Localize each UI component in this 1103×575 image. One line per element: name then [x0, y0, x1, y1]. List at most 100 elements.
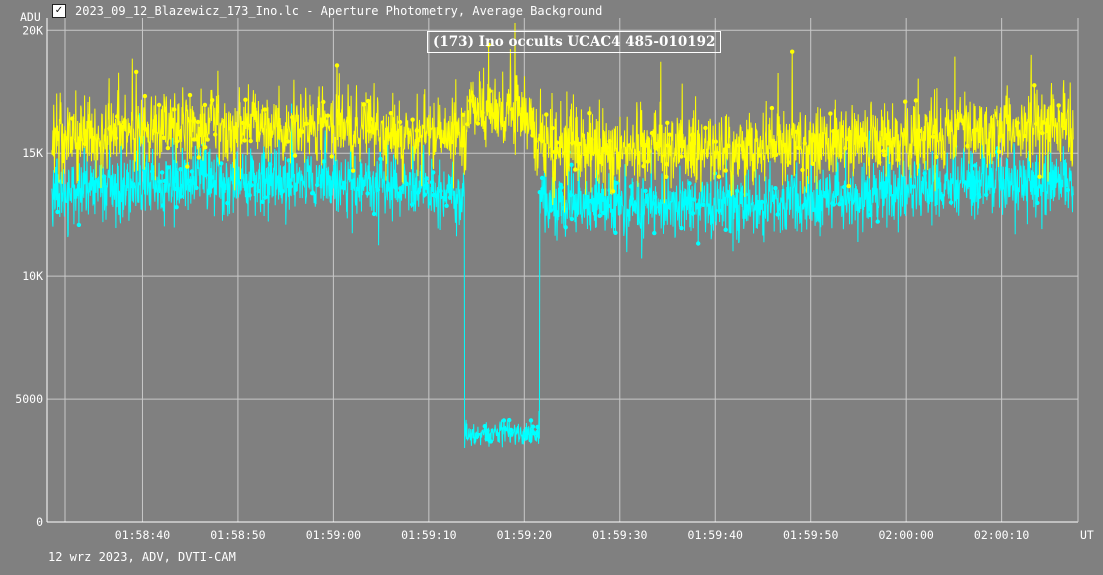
series-point: [150, 169, 155, 174]
series-point: [1032, 83, 1037, 88]
series-point: [782, 142, 787, 148]
series-point: [629, 196, 634, 201]
series-point: [589, 137, 594, 142]
series-point: [725, 193, 730, 198]
series-point: [484, 436, 489, 442]
series-point: [361, 102, 366, 107]
series-point: [192, 137, 197, 142]
series-point: [665, 205, 670, 210]
series-point: [262, 107, 267, 112]
series-point: [972, 163, 978, 168]
series-point: [156, 102, 162, 108]
series-point: [773, 186, 778, 191]
series-point: [650, 201, 655, 206]
series-point: [74, 189, 79, 194]
series-point: [903, 99, 908, 104]
series-point: [548, 208, 554, 213]
tick-labels: 01:58:40 01:58:50 01:59:00 01:59:10 01:59:20…: [15, 10, 1094, 542]
x-tick-label: 01:59:00: [306, 528, 361, 542]
series-point: [539, 175, 545, 181]
lightcurve-app-icon[interactable]: ✓: [52, 4, 66, 18]
series-point: [438, 188, 443, 194]
x-tick-label: 01:59:30: [592, 528, 647, 542]
y-tick-label: 0: [36, 515, 43, 529]
series-point: [263, 195, 268, 200]
series-point: [70, 116, 75, 121]
series-point: [607, 139, 612, 144]
series-point: [173, 186, 179, 192]
series-point: [174, 139, 180, 144]
series-point: [268, 162, 273, 167]
y-tick-label: 10K: [22, 269, 43, 283]
series-point: [664, 161, 669, 167]
series-point: [743, 192, 748, 197]
series-point: [996, 149, 1002, 154]
series-point: [325, 113, 331, 118]
series-point: [550, 125, 555, 131]
series-point: [529, 110, 534, 116]
series-point: [587, 111, 592, 116]
series-point: [974, 179, 980, 184]
series-point: [667, 132, 672, 137]
series-point: [507, 417, 512, 423]
series-point: [101, 174, 107, 179]
series-point: [172, 107, 177, 112]
series-point: [333, 181, 339, 186]
series-point: [539, 138, 545, 144]
series-point: [974, 127, 979, 133]
series-point: [689, 132, 694, 138]
series-point: [882, 152, 887, 158]
series-point: [665, 120, 670, 126]
series-point: [256, 131, 261, 136]
series-point: [831, 202, 836, 207]
series-point: [368, 116, 374, 122]
series-point: [687, 181, 692, 186]
series-point: [365, 191, 370, 196]
series-point: [559, 185, 564, 190]
series-point: [488, 439, 494, 444]
series-point: [142, 167, 147, 173]
series-point: [340, 185, 345, 190]
series-point: [262, 178, 267, 184]
x-tick-label: 01:58:40: [115, 528, 170, 542]
series-point: [375, 187, 381, 192]
series-point: [601, 210, 607, 216]
series-point: [696, 241, 701, 246]
series-point: [679, 154, 684, 159]
series-point: [292, 153, 298, 158]
series-point: [410, 202, 415, 207]
series-point: [616, 151, 621, 157]
series-point: [640, 212, 645, 217]
series-point: [647, 149, 652, 154]
footer-info: 12 wrz 2023, ADV, DVTI-CAM: [48, 550, 236, 564]
series-point: [544, 112, 549, 117]
series-point: [134, 69, 139, 75]
series-point: [122, 120, 127, 125]
series-point: [388, 187, 393, 192]
y-tick-label: 15K: [22, 146, 43, 160]
series-point: [794, 129, 799, 134]
series-point: [482, 424, 487, 429]
series-point: [716, 174, 722, 179]
series-point: [205, 137, 210, 142]
series-point: [649, 130, 655, 136]
series-point: [129, 183, 134, 189]
series-point: [535, 424, 540, 430]
series-point: [161, 135, 166, 140]
series-point: [249, 183, 254, 188]
series-point: [963, 180, 968, 185]
series-point: [896, 157, 901, 162]
series-point: [468, 98, 473, 104]
series-point: [210, 98, 215, 103]
series-point: [812, 207, 817, 213]
series-point: [285, 139, 290, 144]
series-point: [82, 141, 88, 147]
series-point: [321, 99, 326, 105]
x-axis-label: UT: [1080, 528, 1094, 542]
series-point: [157, 179, 162, 184]
series-point: [371, 211, 377, 217]
series-point: [113, 135, 119, 141]
series-point: [310, 191, 315, 196]
series-point: [540, 186, 545, 192]
series-point: [875, 219, 880, 224]
